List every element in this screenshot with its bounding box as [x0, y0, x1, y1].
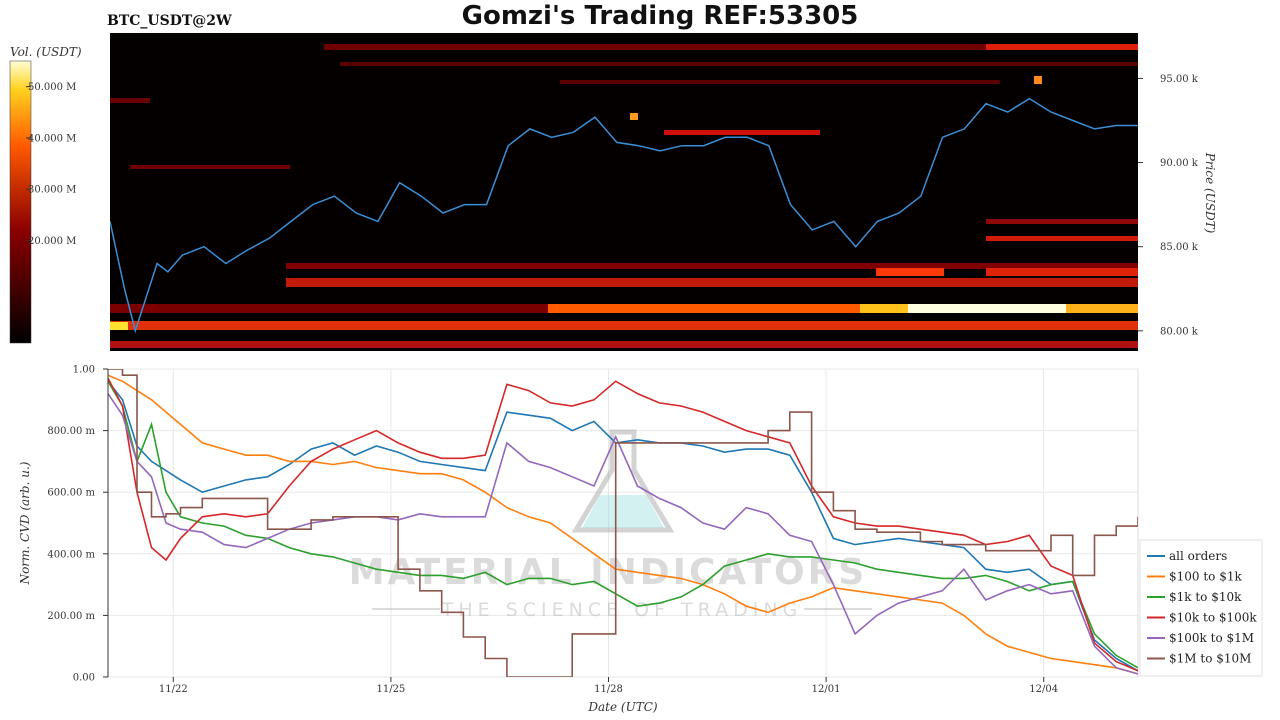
heatmap-band	[130, 165, 290, 169]
heatmap-band	[986, 44, 1138, 50]
watermark: MATERIAL INDICATORS THE SCIENCE OF TRADI…	[349, 429, 872, 621]
price-tick-label: 95.00 k	[1160, 74, 1199, 85]
x-tick-label: 11/28	[594, 684, 623, 695]
series-line	[108, 380, 1138, 669]
legend-label: $10k to $100k	[1169, 611, 1257, 625]
cvd-y-tick-label: 0.00	[73, 673, 95, 684]
price-line	[110, 97, 1138, 334]
legend-box	[1139, 539, 1263, 677]
x-tick-label: 12/01	[812, 684, 841, 695]
heatmap-band	[560, 80, 1000, 84]
heatmap-hotspot	[630, 113, 638, 120]
colorbar-tick-label: 30.000 M	[28, 185, 76, 196]
heatmap-band	[986, 219, 1138, 224]
legend: all orders $100 to $1k $1k to $10k $10k to …	[1139, 539, 1263, 677]
heatmap-band	[340, 62, 1138, 66]
series-line	[108, 374, 1138, 675]
heatmap-band	[986, 236, 1138, 241]
series-line	[108, 377, 1138, 672]
chart-title: Gomzi's Trading REF:53305	[462, 1, 859, 31]
x-axis-label: Date (UTC)	[587, 700, 657, 714]
x-tick-label: 12/04	[1029, 684, 1058, 695]
chart-subtitle: BTC_USDT@2W	[107, 13, 232, 29]
heatmap-band	[110, 321, 1138, 330]
colorbar-gradient	[9, 60, 32, 344]
heatmap-panel: 80.00 k 85.00 k 90.00 k 95.00 k Price (USDT…	[110, 33, 1217, 351]
x-tick-label: 11/25	[376, 684, 405, 695]
heatmap-band	[286, 263, 1138, 269]
heatmap-band	[664, 130, 820, 135]
heatmap-band	[286, 278, 1138, 287]
price-tick-label: 80.00 k	[1160, 326, 1199, 337]
colorbar-label: Vol. (USDT)	[10, 45, 82, 59]
heatmap-band	[324, 44, 986, 50]
cvd-y-tick-label: 800.00 m	[47, 426, 95, 437]
heatmap-band	[110, 304, 548, 313]
series-line	[108, 393, 1138, 675]
heatmap-hotspot	[1034, 76, 1042, 84]
heatmap-band	[110, 98, 150, 103]
heatmap-band	[548, 304, 860, 313]
legend-label: $100k to $1M	[1169, 631, 1254, 645]
watermark-flask-icon	[571, 429, 675, 533]
cvd-y-tick-label: 200.00 m	[47, 611, 95, 622]
heatmap-band	[1066, 304, 1138, 313]
cvd-panel: MATERIAL INDICATORS THE SCIENCE OF TRADI…	[18, 365, 1139, 714]
cvd-y-axis-label: Norm. CVD (arb. u.)	[18, 461, 32, 585]
cvd-y-tick-label: 1.00	[73, 365, 95, 376]
legend-label: $1k to $10k	[1169, 590, 1242, 604]
cvd-y-tick-label: 600.00 m	[47, 488, 95, 499]
watermark-sub-text: THE SCIENCE OF TRADING	[441, 599, 803, 621]
heatmap-hotspot	[110, 322, 128, 330]
price-tick-label: 90.00 k	[1160, 158, 1199, 169]
price-tick-label: 85.00 k	[1160, 242, 1199, 253]
heatmap-band	[986, 268, 1138, 276]
series-line	[108, 369, 1138, 677]
colorbar-tick-label: 50.000 M	[28, 82, 76, 93]
cvd-y-tick-label: 400.00 m	[47, 549, 95, 560]
price-axis-label: Price (USDT)	[1203, 152, 1217, 234]
colorbar-tick-label: 40.000 M	[28, 133, 76, 144]
series-line	[108, 380, 1138, 672]
x-tick-label: 11/22	[159, 684, 188, 695]
legend-label: $1M to $10M	[1169, 652, 1251, 666]
colorbar-tick-label: 20.000 M	[28, 236, 76, 247]
legend-label: all orders	[1169, 549, 1227, 563]
heatmap-cells	[110, 44, 1138, 348]
legend-label: $100 to $1k	[1169, 570, 1242, 584]
colorbar: Vol. (USDT) 20.000 M 30.000 M 40.000 M 50.0…	[9, 45, 82, 344]
watermark-main-text: MATERIAL INDICATORS	[349, 552, 868, 593]
heatmap-band	[876, 268, 944, 276]
heatmap-band	[860, 304, 908, 313]
heatmap-band	[908, 304, 1066, 313]
heatmap-band	[110, 341, 1138, 348]
heatmap-background	[110, 33, 1138, 351]
